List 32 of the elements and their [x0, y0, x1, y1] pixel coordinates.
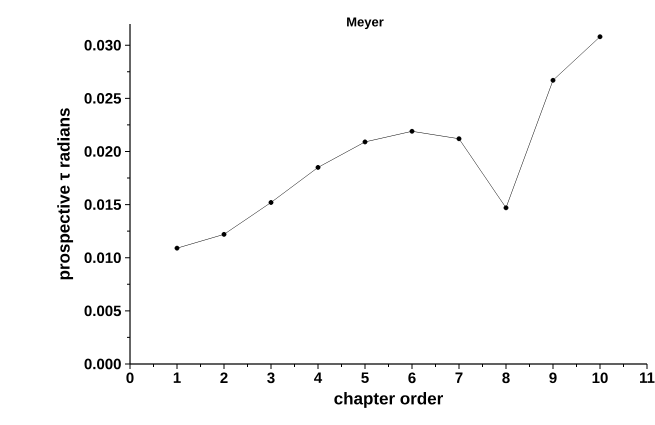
point — [504, 205, 508, 210]
y-tick-label: 0.005 — [84, 306, 122, 316]
point — [362, 139, 368, 144]
x-tick-label: 0 — [126, 372, 134, 384]
y-tick-label: 0.020 — [84, 146, 121, 157]
y-tick-label: 0.025 — [84, 93, 122, 104]
x-tick-label: 5 — [361, 372, 369, 383]
x-tick-label: 6 — [408, 372, 416, 384]
x-tick-label: 4 — [314, 372, 322, 383]
point — [410, 128, 414, 134]
x-axis-title: chapter order — [334, 392, 444, 408]
point — [598, 34, 602, 40]
point — [550, 78, 556, 83]
point — [456, 136, 462, 142]
y-tick-label: 0.030 — [84, 40, 121, 51]
x-tick-label: 7 — [455, 372, 463, 383]
y-tick-label: 0.000 — [84, 358, 121, 370]
x-tick-label: 10 — [592, 372, 608, 384]
point — [174, 246, 180, 251]
x-tick-label: 3 — [267, 372, 275, 384]
x-tick-label: 11 — [640, 372, 655, 383]
chart-title: Meyer — [347, 17, 384, 30]
y-tick-label: 0.010 — [84, 252, 121, 264]
point — [316, 164, 320, 170]
y-tick-label: 0.015 — [84, 199, 122, 210]
x-tick-label: 8 — [502, 372, 510, 384]
y-axis-title: prospective τ radians — [57, 108, 74, 280]
x-tick-label: 1 — [174, 372, 181, 383]
x-tick-label: 2 — [220, 372, 228, 383]
x-tick-label: 9 — [549, 372, 557, 384]
point — [222, 232, 226, 237]
point — [268, 200, 274, 205]
